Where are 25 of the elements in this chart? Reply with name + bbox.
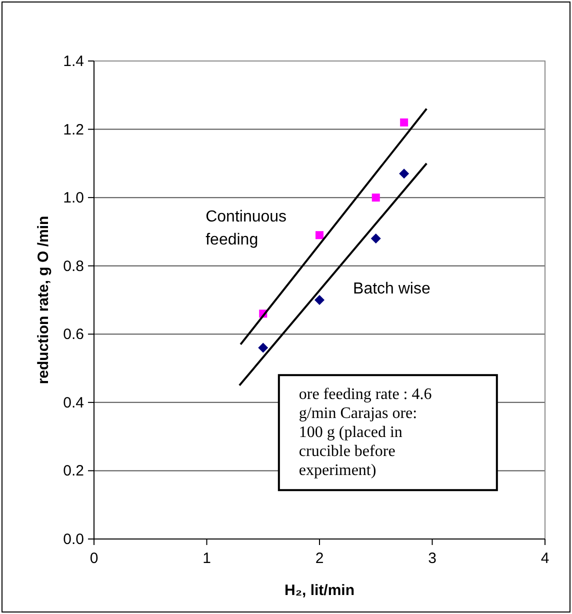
x-tick-label: 1 — [202, 550, 211, 567]
y-axis-title: reduction rate, g O /min — [35, 216, 52, 384]
point — [372, 194, 380, 202]
y-tick-label: 0.4 — [63, 394, 84, 412]
x-tick-label: 0 — [90, 550, 98, 567]
y-tick-label: 1.2 — [63, 121, 84, 138]
y-tick-label: 0.0 — [63, 531, 84, 548]
point — [316, 231, 324, 240]
x-tick-label: 3 — [428, 550, 436, 567]
point — [258, 342, 268, 353]
x-axis-title: H₂, lit/min — [284, 582, 354, 599]
y-tick-label: 1.0 — [63, 190, 84, 207]
point — [400, 118, 408, 126]
y-tick-label: 1.4 — [63, 53, 84, 70]
x-tick-label: 4 — [540, 550, 550, 567]
series-label: Continuous feeding — [206, 208, 287, 249]
annotation: ore feeding rate : 4.6 g/min Carajas ore: 100 g (placed in crucible before experiment) — [298, 386, 432, 480]
series-label: Batch wise — [353, 280, 430, 298]
y-tick-label: 0.6 — [63, 326, 84, 344]
y-tick-label: 0.8 — [63, 258, 84, 275]
point — [314, 295, 324, 305]
x-tick-label: 2 — [315, 550, 324, 567]
point — [399, 168, 410, 179]
point — [370, 234, 381, 244]
y-tick-label: 0.2 — [63, 462, 84, 480]
